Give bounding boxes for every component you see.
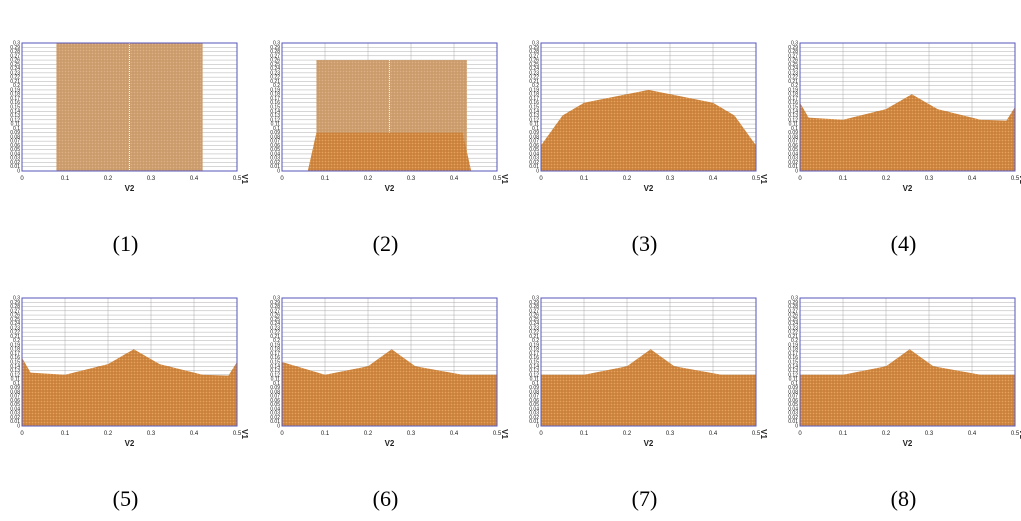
panel: 00.010.020.030.040.050.060.070.080.090.1… bbox=[10, 41, 249, 194]
panel: 00.010.020.030.040.050.060.070.080.090.1… bbox=[529, 41, 768, 194]
x-tick-label: 0.3 bbox=[407, 176, 416, 182]
x-tick-label: 0.1 bbox=[580, 176, 589, 182]
x-tick-label: 0 bbox=[798, 431, 802, 437]
caption: (2) bbox=[373, 231, 399, 256]
caption: (8) bbox=[891, 486, 917, 511]
y-tick-label: 0.3 bbox=[273, 296, 280, 302]
sand-bed bbox=[22, 349, 237, 426]
x-tick-label: 0.1 bbox=[321, 176, 330, 182]
y-axis-label: V1 bbox=[500, 174, 509, 184]
x-tick-label: 0 bbox=[280, 176, 284, 182]
x-tick-label: 0 bbox=[20, 431, 24, 437]
x-tick-label: 0.2 bbox=[364, 176, 373, 182]
x-tick-label: 0.1 bbox=[61, 176, 70, 182]
x-tick-label: 0.4 bbox=[709, 431, 718, 437]
x-tick-label: 0.3 bbox=[666, 176, 675, 182]
panel: 00.010.020.030.040.050.060.070.080.090.1… bbox=[788, 296, 1021, 449]
y-tick-label: 0.3 bbox=[13, 41, 20, 47]
y-axis-label: V1 bbox=[759, 429, 768, 439]
x-axis-label: V2 bbox=[125, 184, 135, 193]
x-tick-label: 0.4 bbox=[450, 176, 459, 182]
caption: (5) bbox=[113, 486, 139, 511]
caption: (1) bbox=[113, 231, 139, 256]
x-tick-label: 0.3 bbox=[147, 431, 156, 437]
x-tick-label: 0.3 bbox=[666, 431, 675, 437]
x-tick-label: 0.3 bbox=[925, 176, 934, 182]
x-tick-label: 0.3 bbox=[407, 431, 416, 437]
x-axis-label: V2 bbox=[903, 439, 913, 448]
x-tick-label: 0.2 bbox=[364, 431, 373, 437]
x-axis-label: V2 bbox=[644, 184, 654, 193]
caption: (4) bbox=[891, 231, 917, 256]
x-tick-label: 0.3 bbox=[925, 431, 934, 437]
x-tick-label: 0 bbox=[280, 431, 284, 437]
x-tick-label: 0 bbox=[539, 176, 543, 182]
x-tick-label: 0 bbox=[798, 176, 802, 182]
x-tick-label: 0.2 bbox=[104, 431, 113, 437]
x-tick-label: 0.1 bbox=[839, 176, 848, 182]
x-tick-label: 0.4 bbox=[190, 176, 199, 182]
figure: 00.010.020.030.040.050.060.070.080.090.1… bbox=[0, 0, 1021, 521]
y-tick-label: 0.3 bbox=[13, 296, 20, 302]
caption: (6) bbox=[373, 486, 399, 511]
panel: 00.010.020.030.040.050.060.070.080.090.1… bbox=[270, 296, 509, 449]
y-tick-label: 0.3 bbox=[532, 296, 539, 302]
x-tick-label: 0.4 bbox=[968, 176, 977, 182]
panel: 00.010.020.030.040.050.060.070.080.090.1… bbox=[529, 296, 768, 449]
y-tick-label: 0.3 bbox=[273, 41, 280, 47]
x-tick-label: 0.2 bbox=[623, 176, 632, 182]
y-axis-label: V1 bbox=[240, 429, 249, 439]
sand-bed bbox=[541, 90, 756, 171]
sand-bed bbox=[541, 349, 756, 426]
sand-bed bbox=[308, 133, 471, 171]
x-tick-label: 0.3 bbox=[147, 176, 156, 182]
x-tick-label: 0.1 bbox=[321, 431, 330, 437]
x-tick-label: 0.1 bbox=[61, 431, 70, 437]
sand-bed bbox=[800, 94, 1015, 171]
y-tick-label: 0.3 bbox=[532, 41, 539, 47]
panel: 00.010.020.030.040.050.060.070.080.090.1… bbox=[788, 41, 1021, 194]
caption: (3) bbox=[632, 231, 658, 256]
y-axis-label: V1 bbox=[759, 174, 768, 184]
caption: (7) bbox=[632, 486, 658, 511]
x-tick-label: 0.2 bbox=[104, 176, 113, 182]
x-axis-label: V2 bbox=[644, 439, 654, 448]
x-tick-label: 0.2 bbox=[623, 431, 632, 437]
y-tick-label: 0.3 bbox=[791, 41, 798, 47]
sand-bed bbox=[800, 349, 1015, 426]
x-axis-label: V2 bbox=[385, 439, 395, 448]
x-tick-label: 0 bbox=[20, 176, 24, 182]
x-tick-label: 0.4 bbox=[190, 431, 199, 437]
sand-bed bbox=[282, 349, 497, 426]
x-tick-label: 0.1 bbox=[839, 431, 848, 437]
panel: 00.010.020.030.040.050.060.070.080.090.1… bbox=[10, 296, 249, 449]
x-tick-label: 0.2 bbox=[882, 176, 891, 182]
x-tick-label: 0.2 bbox=[882, 431, 891, 437]
panel: 00.010.020.030.040.050.060.070.080.090.1… bbox=[270, 41, 509, 194]
x-tick-label: 0.1 bbox=[580, 431, 589, 437]
y-tick-label: 0.3 bbox=[791, 296, 798, 302]
y-axis-label: V1 bbox=[500, 429, 509, 439]
x-axis-label: V2 bbox=[903, 184, 913, 193]
x-axis-label: V2 bbox=[125, 439, 135, 448]
x-tick-label: 0.4 bbox=[968, 431, 977, 437]
y-axis-label: V1 bbox=[240, 174, 249, 184]
x-tick-label: 0.4 bbox=[709, 176, 718, 182]
x-tick-label: 0.4 bbox=[450, 431, 459, 437]
x-tick-label: 0 bbox=[539, 431, 543, 437]
x-axis-label: V2 bbox=[385, 184, 395, 193]
